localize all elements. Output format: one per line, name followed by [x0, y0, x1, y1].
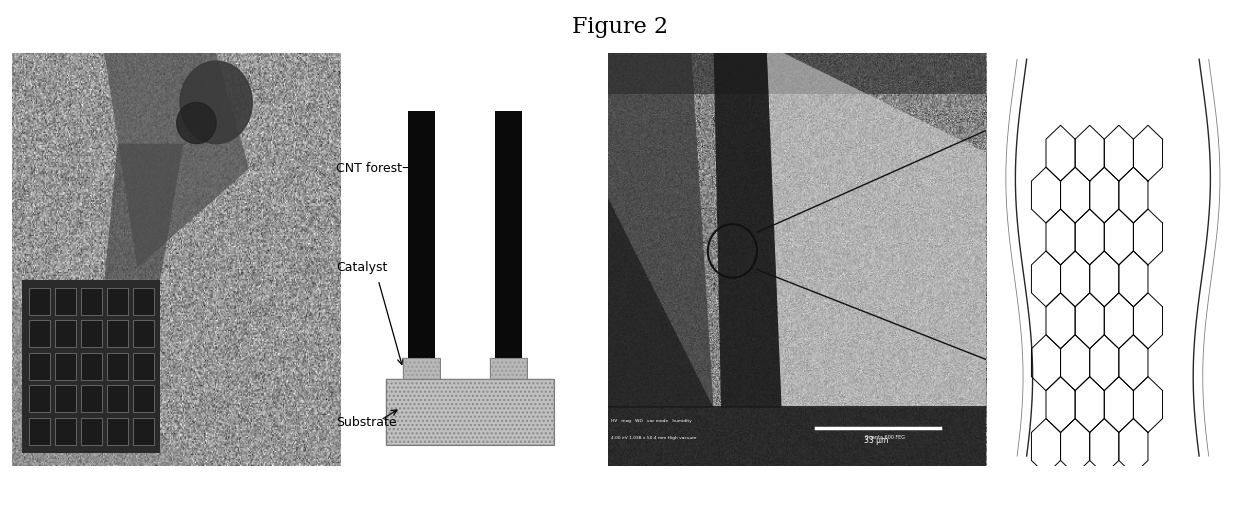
- Bar: [81, 288, 102, 315]
- Bar: [403, 358, 440, 379]
- Polygon shape: [104, 144, 184, 280]
- Bar: [133, 353, 154, 380]
- Bar: [386, 379, 554, 445]
- Bar: [29, 353, 50, 380]
- Bar: [608, 406, 986, 466]
- Bar: [22, 280, 160, 453]
- Bar: [29, 386, 50, 412]
- Text: HV   mag   WD   vac mode   humidity: HV mag WD vac mode humidity: [611, 419, 692, 423]
- Bar: [29, 320, 50, 347]
- Polygon shape: [608, 44, 713, 408]
- Bar: [133, 288, 154, 315]
- Text: CNT forest→: CNT forest→: [336, 162, 413, 175]
- Polygon shape: [12, 300, 193, 466]
- Bar: [495, 111, 522, 358]
- Bar: [81, 418, 102, 445]
- Text: 33 μm: 33 μm: [864, 436, 888, 445]
- Bar: [133, 386, 154, 412]
- Bar: [29, 418, 50, 445]
- Bar: [55, 288, 76, 315]
- Bar: [81, 320, 102, 347]
- Bar: [608, 44, 986, 94]
- Bar: [403, 358, 440, 379]
- Text: Catalyst: Catalyst: [336, 261, 387, 274]
- Bar: [408, 111, 435, 358]
- Text: 4.00 eV 1.038 x 50.4 mm High vacuum: 4.00 eV 1.038 x 50.4 mm High vacuum: [611, 436, 697, 440]
- Bar: [490, 358, 527, 379]
- Bar: [133, 320, 154, 347]
- Bar: [29, 288, 50, 315]
- Bar: [107, 288, 128, 315]
- Bar: [107, 353, 128, 380]
- Bar: [55, 353, 76, 380]
- Bar: [133, 418, 154, 445]
- Bar: [107, 320, 128, 347]
- Bar: [107, 386, 128, 412]
- Text: Quanta 600 FEG: Quanta 600 FEG: [864, 435, 905, 440]
- Bar: [386, 379, 554, 445]
- Polygon shape: [104, 53, 249, 268]
- Bar: [81, 353, 102, 380]
- Ellipse shape: [177, 103, 216, 144]
- Bar: [55, 386, 76, 412]
- Polygon shape: [608, 197, 713, 408]
- Bar: [55, 320, 76, 347]
- Bar: [81, 386, 102, 412]
- Polygon shape: [766, 44, 993, 408]
- Text: Substrate: Substrate: [336, 416, 397, 428]
- Bar: [107, 418, 128, 445]
- Bar: [55, 418, 76, 445]
- Text: Figure 2: Figure 2: [572, 16, 668, 38]
- Polygon shape: [713, 44, 781, 408]
- Bar: [490, 358, 527, 379]
- Ellipse shape: [180, 61, 252, 144]
